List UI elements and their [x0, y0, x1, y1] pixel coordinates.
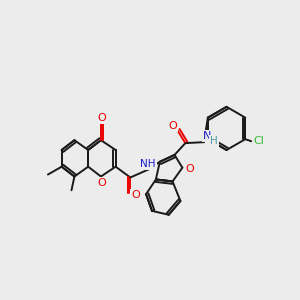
Text: NH: NH	[140, 159, 156, 169]
Text: O: O	[131, 190, 140, 200]
Text: Cl: Cl	[254, 136, 264, 146]
Text: H: H	[210, 136, 218, 146]
Text: O: O	[185, 164, 194, 174]
Text: O: O	[168, 122, 177, 131]
Text: O: O	[98, 112, 106, 123]
Text: O: O	[98, 178, 106, 188]
Text: N: N	[203, 131, 211, 141]
